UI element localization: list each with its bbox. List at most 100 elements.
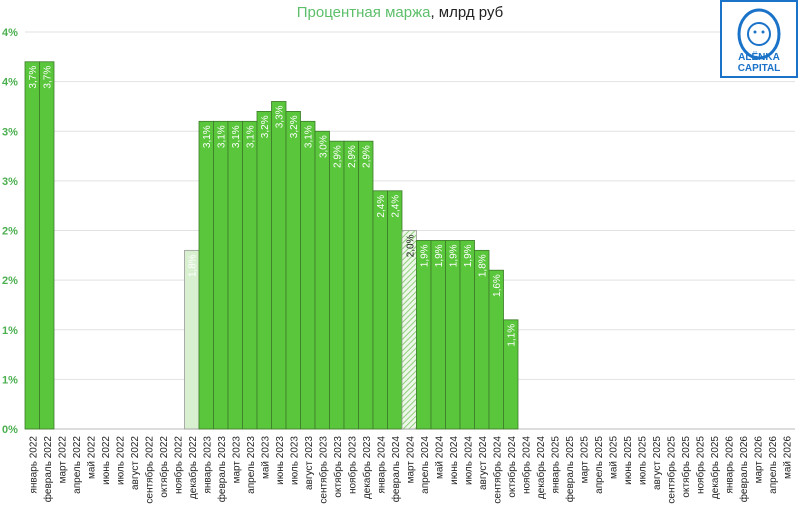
y-tick-label: 4% xyxy=(2,77,18,89)
data-label: 1,9% xyxy=(420,244,431,267)
x-tick-label: июль 2022 xyxy=(115,436,126,485)
data-label: 3,0% xyxy=(318,135,329,158)
data-label: 3,1% xyxy=(217,125,228,148)
y-tick-label: 3% xyxy=(2,176,18,188)
data-label: 3,2% xyxy=(289,115,300,138)
logo-text-1: ALËNKA xyxy=(738,52,780,63)
x-tick-label: ноябрь 2025 xyxy=(694,436,706,494)
bar xyxy=(358,140,374,430)
x-tick-label: июнь 2022 xyxy=(101,436,112,485)
x-tick-label: март 2024 xyxy=(405,436,416,484)
x-tick-label: сентябрь 2024 xyxy=(491,436,503,504)
x-tick-label: август 2024 xyxy=(478,436,489,490)
x-tick-label: ноябрь 2022 xyxy=(172,436,184,494)
bar xyxy=(314,130,330,430)
x-tick-label: май 2025 xyxy=(608,436,619,479)
x-tick-label: январь 2023 xyxy=(202,436,213,494)
data-label: 1,9% xyxy=(449,244,460,267)
bar xyxy=(39,61,55,430)
x-tick-label: июль 2024 xyxy=(463,436,474,485)
x-tick-label: март 2023 xyxy=(231,436,242,484)
x-tick-label: май 2024 xyxy=(434,436,445,479)
data-label: 2,9% xyxy=(333,145,344,168)
x-tick-label: ноябрь 2023 xyxy=(346,436,358,494)
bar xyxy=(24,61,40,430)
x-tick-label: сентябрь 2022 xyxy=(143,436,155,504)
data-label: 3,1% xyxy=(202,125,213,148)
bar xyxy=(271,101,287,430)
bar xyxy=(242,120,258,430)
data-label: 3,7% xyxy=(43,66,54,89)
data-label: 1,9% xyxy=(463,244,474,267)
x-tick-label: июль 2025 xyxy=(637,436,648,485)
bar xyxy=(459,240,475,430)
x-tick-label: февраль 2024 xyxy=(390,436,402,503)
bar xyxy=(198,120,214,430)
x-tick-label: декабрь 2025 xyxy=(709,436,721,500)
x-tick-label: август 2023 xyxy=(304,436,315,490)
x-tick-label: декабрь 2022 xyxy=(187,436,199,500)
x-tick-label: сентябрь 2023 xyxy=(317,436,329,504)
bar xyxy=(329,140,345,430)
data-label: 2,4% xyxy=(391,195,402,218)
bar xyxy=(416,240,432,430)
y-tick-label: 3% xyxy=(2,126,18,138)
x-tick-label: август 2022 xyxy=(130,436,141,490)
bar xyxy=(401,230,417,430)
x-tick-label: октябрь 2022 xyxy=(158,436,170,498)
bar xyxy=(387,190,403,430)
data-label: 3,2% xyxy=(260,115,271,138)
data-label: 3,7% xyxy=(28,66,39,89)
x-tick-label: декабрь 2024 xyxy=(535,436,547,500)
bar xyxy=(227,120,243,430)
bar xyxy=(503,319,519,430)
data-label: 1,8% xyxy=(188,254,199,277)
x-tick-label: октябрь 2023 xyxy=(332,436,344,498)
chart-title: Процентная маржа, млрд руб xyxy=(0,4,800,21)
data-label: 2,0% xyxy=(405,234,416,257)
data-label: 3,1% xyxy=(304,125,315,148)
x-tick-label: октябрь 2024 xyxy=(506,436,518,498)
bar xyxy=(285,111,301,430)
bar xyxy=(256,111,272,430)
x-tick-label: июль 2023 xyxy=(289,436,300,485)
data-label: 1,6% xyxy=(492,274,503,297)
x-tick-label: август 2025 xyxy=(652,436,663,490)
data-label: 1,9% xyxy=(434,244,445,267)
x-tick-label: ноябрь 2024 xyxy=(520,436,532,494)
x-tick-label: апрель 2023 xyxy=(246,436,257,494)
x-tick-label: январь 2025 xyxy=(550,436,561,494)
x-tick-label: март 2022 xyxy=(57,436,68,484)
data-label: 2,4% xyxy=(376,195,387,218)
data-label: 3,1% xyxy=(231,125,242,148)
x-tick-label: май 2026 xyxy=(782,436,793,479)
y-tick-label: 0% xyxy=(2,424,18,436)
data-label: 2,9% xyxy=(347,145,358,168)
bar xyxy=(445,240,461,430)
logo-text-2: CAPITAL xyxy=(737,63,781,74)
data-label: 3,3% xyxy=(275,105,286,128)
data-label: 3,1% xyxy=(246,125,257,148)
x-tick-label: январь 2022 xyxy=(28,436,39,494)
data-label: 1,1% xyxy=(507,324,518,347)
bar xyxy=(300,120,316,430)
y-tick-label: 1% xyxy=(2,374,18,386)
x-tick-label: сентябрь 2025 xyxy=(665,436,677,504)
x-tick-label: апрель 2024 xyxy=(420,436,431,494)
bar xyxy=(430,240,446,430)
x-tick-label: май 2023 xyxy=(260,436,271,479)
x-tick-label: январь 2024 xyxy=(376,436,387,494)
x-tick-label: октябрь 2025 xyxy=(680,436,692,498)
matryoshka-icon xyxy=(737,8,781,60)
title-rest: , млрд руб xyxy=(430,4,504,21)
x-tick-label: декабрь 2023 xyxy=(361,436,373,500)
x-tick-label: июнь 2024 xyxy=(449,436,460,485)
x-tick-label: май 2022 xyxy=(86,436,97,479)
data-label: 2,9% xyxy=(362,145,373,168)
alenka-capital-logo: ALËNKA CAPITAL xyxy=(720,0,798,78)
x-tick-label: июнь 2025 xyxy=(623,436,634,485)
x-tick-label: март 2025 xyxy=(579,436,590,484)
y-tick-label: 2% xyxy=(2,226,18,238)
